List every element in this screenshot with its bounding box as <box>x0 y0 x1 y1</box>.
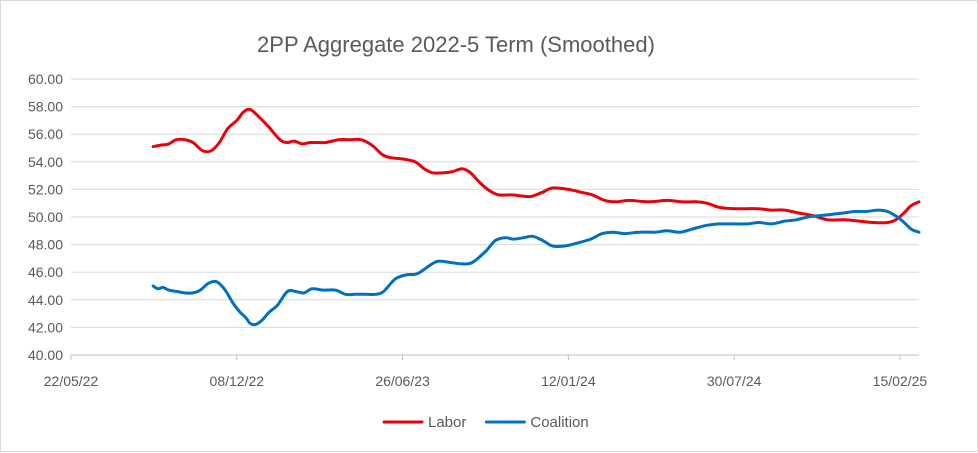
y-tick-label: 48.00 <box>28 237 63 253</box>
x-tick-label: 08/12/22 <box>210 373 265 389</box>
x-tick-label: 12/01/24 <box>541 373 596 389</box>
y-tick-label: 50.00 <box>28 209 63 225</box>
x-axis-ticks: 22/05/22 08/12/22 26/06/23 12/01/24 30/07/24… <box>44 355 928 389</box>
y-tick-label: 42.00 <box>28 319 63 335</box>
y-tick-label: 54.00 <box>28 154 63 170</box>
x-tick-label: 26/06/23 <box>375 373 430 389</box>
x-tick-label: 15/02/25 <box>873 373 928 389</box>
y-tick-label: 56.00 <box>28 126 63 142</box>
legend-label-labor: Labor <box>428 414 466 431</box>
legend: Labor Coalition <box>382 414 589 431</box>
series-line-labor <box>151 107 921 225</box>
legend-label-coalition: Coalition <box>530 414 588 431</box>
series-line-coalition <box>151 208 921 327</box>
y-axis-ticks: 40.00 42.00 44.00 46.00 48.00 50.00 52.00 54.00… <box>28 71 63 363</box>
y-tick-label: 40.00 <box>28 347 63 363</box>
x-tick-label: 22/05/22 <box>44 373 99 389</box>
y-tick-label: 58.00 <box>28 99 63 115</box>
y-tick-label: 52.00 <box>28 181 63 197</box>
gridlines <box>71 78 919 356</box>
y-tick-label: 60.00 <box>28 71 63 87</box>
y-tick-label: 44.00 <box>28 292 63 308</box>
x-tick-label: 30/07/24 <box>707 373 762 389</box>
chart-title: 2PP Aggregate 2022-5 Term (Smoothed) <box>257 32 655 57</box>
y-tick-label: 46.00 <box>28 264 63 280</box>
series-lines <box>151 107 921 327</box>
